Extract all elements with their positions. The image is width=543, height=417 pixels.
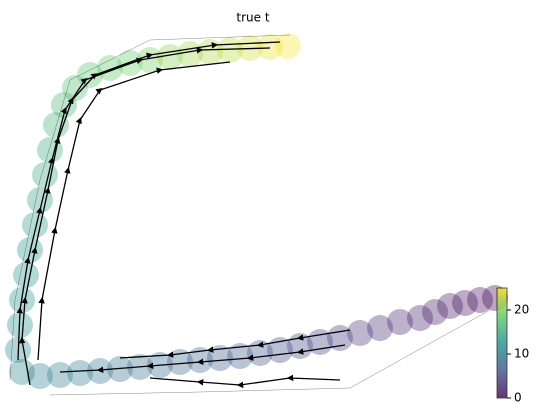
chart-title: true t <box>236 11 269 25</box>
point <box>327 325 353 351</box>
point <box>67 360 93 386</box>
streamline <box>149 374 341 389</box>
point <box>47 362 73 388</box>
colorbar-tick-label: 10 <box>514 347 529 361</box>
streamlines <box>9 34 491 396</box>
point <box>37 137 63 163</box>
point <box>9 359 35 385</box>
streamline <box>9 34 291 381</box>
point <box>422 299 448 325</box>
streamline <box>37 61 231 361</box>
point <box>275 33 301 59</box>
point <box>257 34 283 60</box>
point <box>32 162 58 188</box>
streamline <box>119 329 351 359</box>
point <box>347 320 373 346</box>
point <box>452 290 478 316</box>
point <box>407 305 433 331</box>
point <box>27 363 53 389</box>
streamline <box>16 47 271 361</box>
point <box>22 212 48 238</box>
streamline <box>49 309 491 396</box>
colorbar-tick-label: 20 <box>514 303 529 317</box>
point <box>367 315 393 341</box>
colorbar-tick-label: 0 <box>514 391 522 405</box>
point <box>437 293 463 319</box>
point <box>387 309 413 335</box>
colorbar <box>496 287 508 399</box>
point <box>467 287 493 313</box>
